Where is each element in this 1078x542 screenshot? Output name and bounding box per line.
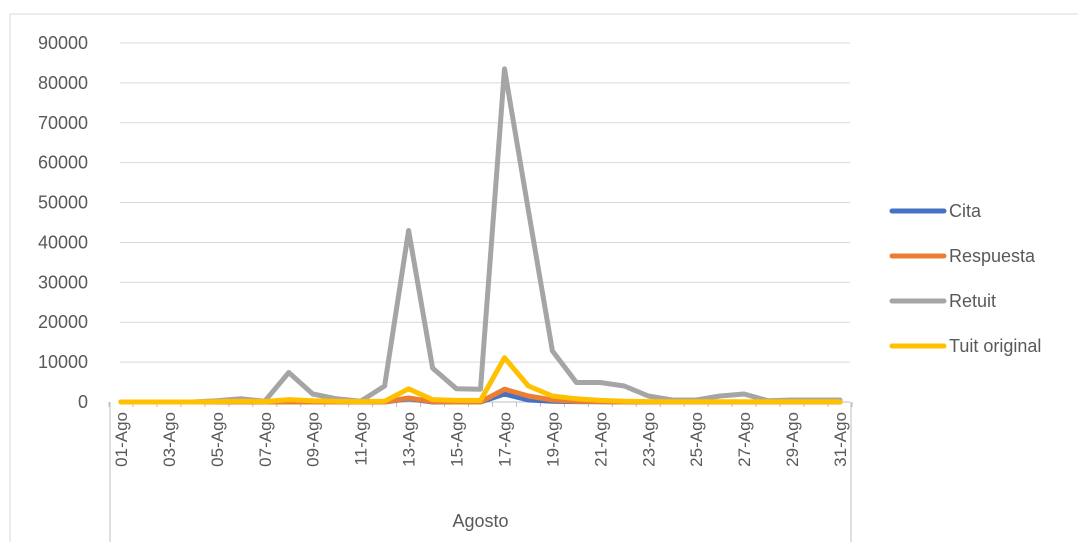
x-tick-label: 27-Ago [735,412,754,467]
y-tick-label: 80000 [38,73,88,93]
legend-label: Respuesta [949,246,1036,266]
x-tick-label: 07-Ago [256,412,275,467]
x-tick-label: 31-Ago [831,412,850,467]
x-tick-label: 15-Ago [448,412,467,467]
x-group-label: Agosto [452,511,508,531]
y-tick-label: 90000 [38,33,88,53]
x-axis: 01-Ago 03-Ago 05-Ago 07-Ago 09-Ago 11-Ago 13-A… [108,402,853,542]
x-tick-label: 05-Ago [208,412,227,467]
series-layer [118,66,843,405]
legend: Cita Respuesta Retuit Tuit original [889,201,1041,356]
x-tick-label: 25-Ago [687,412,706,467]
legend-label: Tuit original [949,336,1041,356]
y-tick-label: 10000 [38,352,88,372]
x-tick-label: 03-Ago [160,412,179,467]
y-tick-label: 50000 [38,193,88,213]
chart-frame [9,13,1078,542]
x-tick-label: 17-Ago [495,412,514,467]
x-tick-label: 01-Ago [112,412,131,467]
legend-label: Retuit [949,291,996,311]
x-tick-label: 09-Ago [304,412,323,467]
x-tick-label: 29-Ago [783,412,802,467]
y-tick-label: 40000 [38,232,88,252]
y-tick-label: 70000 [38,113,88,133]
x-tick-label: 21-Ago [591,412,610,467]
x-tick-label: 13-Ago [400,412,419,467]
y-tick-label: 60000 [38,153,88,173]
x-tick-label: 11-Ago [352,412,371,466]
x-tick-label: 19-Ago [543,412,562,467]
y-tick-label: 30000 [38,272,88,292]
series-line-tuit-original [118,355,843,405]
legend-label: Cita [949,201,982,221]
y-tick-label: 0 [78,392,88,412]
y-axis: 0 10000 20000 30000 40000 50000 60000 70000 8000… [38,33,88,412]
y-tick-label: 20000 [38,312,88,332]
x-tick-label: 23-Ago [639,412,658,467]
series-line-retuit [118,66,843,405]
